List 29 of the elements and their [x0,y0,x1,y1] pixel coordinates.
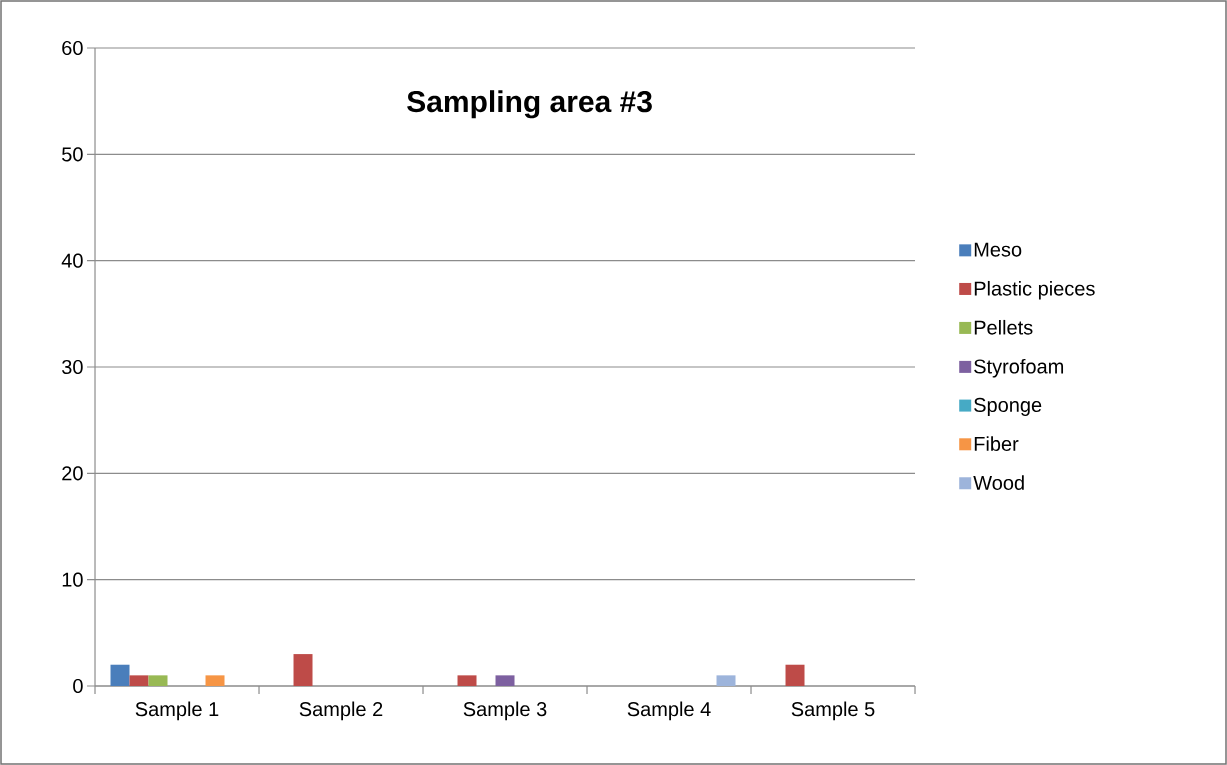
y-tick-label: 0 [73,678,83,694]
bar [293,654,313,686]
bar [495,675,515,686]
legend-label: Styrofoam [974,358,1064,378]
legend-label: Pellets [974,319,1033,335]
bar [785,664,805,686]
bar [716,675,736,686]
y-tick-label: 10 [62,572,83,587]
bar [457,675,477,686]
y-tick-label: 50 [62,147,83,162]
legend-label: Sponge [974,397,1042,416]
x-tick-label: Sample 4 [627,701,711,721]
bar [205,675,225,686]
x-tick-label: Sample 5 [791,701,875,721]
legend-label: Meso [974,242,1022,257]
y-tick-label: 20 [62,466,83,481]
x-tick-label: Sample 2 [299,701,383,721]
text: Sampling area #3 [407,90,652,119]
x-tick-label: Sample 3 [463,701,547,721]
legend-label: Fiber [974,436,1019,451]
y-tick-label: 30 [62,359,83,375]
y-tick-label: 60 [62,40,83,56]
bar [148,675,168,686]
bar [110,664,130,686]
legend-label: Wood [973,475,1024,490]
x-tick-label: Sample 1 [135,701,219,721]
legend-label: Plastic pieces [974,280,1095,300]
y-tick-label: 40 [61,253,83,268]
bar [129,675,149,686]
